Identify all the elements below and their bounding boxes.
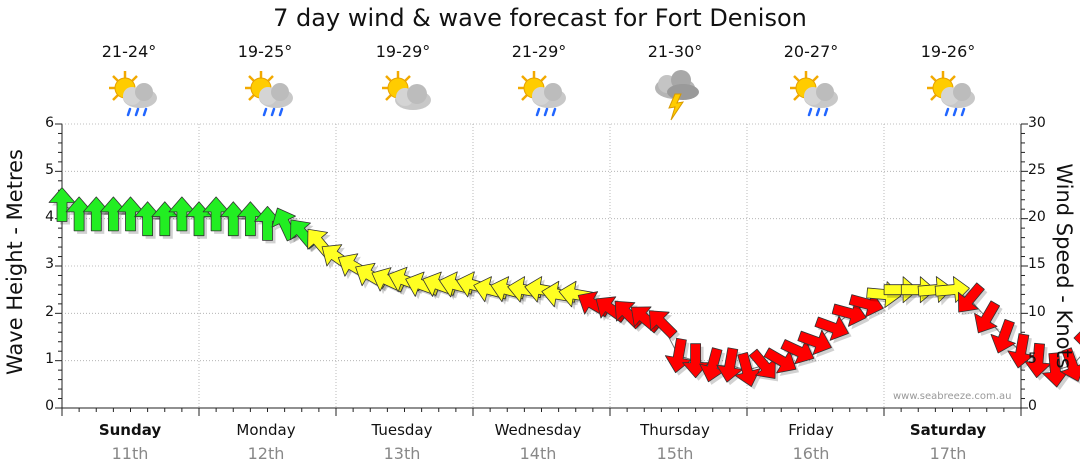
temp-range-saturday: 19-26°	[920, 42, 976, 61]
y-right-tick-label: 10	[1028, 304, 1046, 320]
temp-range-tuesday: 19-29°	[375, 42, 431, 61]
day-label-tuesday: Tuesday	[371, 421, 433, 439]
y-right-tick-label: 20	[1028, 209, 1046, 225]
day-label-monday: Monday	[236, 421, 296, 439]
day-label-thursday: Thursday	[640, 421, 710, 439]
y-left-tick-label: 6	[45, 115, 54, 131]
y-axis-right-label: Wind Speed - Knots	[1052, 163, 1076, 369]
day-label-friday: Friday	[788, 421, 834, 439]
y-left-tick-label: 3	[45, 256, 54, 272]
wind-arrow	[48, 187, 76, 222]
wind-arrow	[814, 315, 849, 341]
temp-range-friday: 20-27°	[783, 42, 839, 61]
wind-arrow	[990, 318, 1016, 354]
temp-range-monday: 19-25°	[237, 42, 293, 61]
temp-range-wednesday: 21-29°	[511, 42, 567, 61]
y-right-tick-label: 15	[1028, 256, 1046, 272]
sun-cloud-rain-icon	[509, 66, 573, 124]
wind-arrow	[1060, 347, 1080, 382]
wind-arrow	[797, 329, 832, 356]
temp-range-sunday: 21-24°	[101, 42, 157, 61]
wind-arrow	[974, 300, 1001, 334]
date-label-thursday: 15th	[656, 444, 694, 463]
y-left-tick-label: 2	[45, 304, 54, 320]
day-label-wednesday: Wednesday	[494, 421, 582, 439]
date-label-saturday: 17th	[929, 444, 967, 463]
date-label-monday: 12th	[247, 444, 285, 463]
sun-cloud-rain-icon	[100, 66, 164, 124]
sun-cloud-rain-icon	[236, 66, 300, 124]
day-label-sunday: Sunday	[98, 421, 162, 439]
y-left-tick-label: 0	[45, 398, 54, 414]
wind-arrow	[716, 347, 743, 383]
y-left-tick-label: 4	[45, 209, 54, 225]
y-right-tick-label: 30	[1028, 115, 1046, 131]
y-left-tick-label: 5	[45, 162, 54, 178]
sun-cloud-rain-icon	[781, 66, 845, 124]
wind-arrow	[734, 351, 761, 387]
y-axis-left-label: Wave Height - Metres	[3, 149, 27, 375]
temp-range-thursday: 21-30°	[647, 42, 703, 61]
wind-arrow	[957, 282, 985, 313]
day-label-saturday: Saturday	[909, 421, 987, 439]
wind-arrow	[648, 310, 678, 339]
y-left-tick-label: 1	[45, 351, 54, 367]
storm-icon	[645, 66, 709, 124]
chart-title: 7 day wind & wave forecast for Fort Deni…	[273, 4, 807, 32]
date-label-friday: 16th	[792, 444, 830, 463]
wind-arrow	[1073, 330, 1080, 359]
watermark: www.seabreeze.com.au	[893, 391, 1012, 402]
y-right-tick-label: 25	[1028, 162, 1046, 178]
y-right-tick-label: 5	[1028, 351, 1037, 367]
date-label-wednesday: 14th	[519, 444, 557, 463]
date-label-tuesday: 13th	[383, 444, 421, 463]
y-right-tick-label: 0	[1028, 398, 1037, 414]
sun-cloud-icon	[373, 66, 437, 124]
sun-cloud-rain-icon	[918, 66, 982, 124]
date-label-sunday: 11th	[111, 444, 149, 463]
wind-arrow	[1007, 333, 1034, 369]
